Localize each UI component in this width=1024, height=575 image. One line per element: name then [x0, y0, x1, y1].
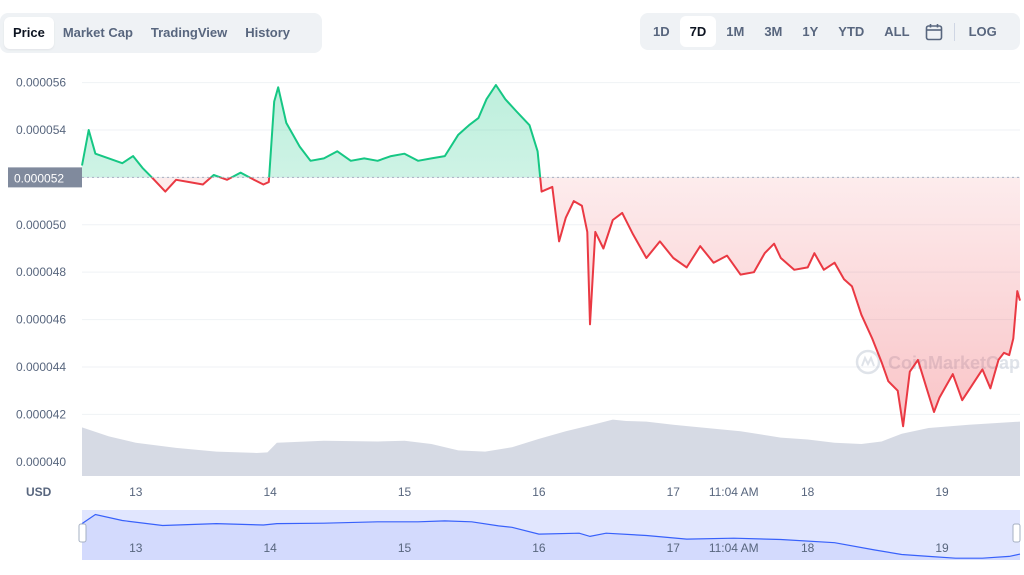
- navigator-tick-label: 16: [532, 541, 546, 555]
- price-line-down: [150, 177, 1021, 428]
- price-area-below-baseline: [151, 177, 1020, 427]
- navigator-tick-label: 18: [801, 541, 815, 555]
- y-tick-label: 0.000056: [16, 76, 66, 90]
- x-axis: 13 14 15 16 17 11:04 AM 18 19: [129, 485, 949, 499]
- range-navigator: 13 14 15 16 17 11:04 AM 18 19: [78, 510, 1021, 560]
- navigator-right-handle[interactable]: [1012, 523, 1021, 543]
- log-scale-toggle[interactable]: LOG: [968, 24, 997, 39]
- x-tick-label: 15: [398, 485, 412, 499]
- chart-type-tabs: Price Market Cap TradingView History: [0, 13, 322, 53]
- range-7d[interactable]: 7D: [679, 16, 717, 47]
- navigator-left-handle[interactable]: [78, 523, 87, 543]
- x-tick-label: 11:04 AM: [709, 485, 759, 499]
- tab-history[interactable]: History: [245, 25, 291, 40]
- range-1m[interactable]: 1M: [726, 24, 745, 39]
- volume-area: [82, 419, 1020, 476]
- navigator-tick-label: 13: [129, 541, 143, 555]
- navigator-line: [81, 513, 1021, 559]
- x-tick-label: 13: [129, 485, 143, 499]
- range-1y[interactable]: 1Y: [802, 24, 819, 39]
- navigator-area: [82, 514, 1020, 560]
- navigator-tick-label: 15: [398, 541, 412, 555]
- x-tick-label: 18: [801, 485, 815, 499]
- unit-label: USD: [26, 485, 52, 499]
- baseline-tag-label: 0.000052: [14, 171, 64, 185]
- baseline-tag-box: [8, 167, 82, 188]
- y-tick-label: 0.000042: [16, 407, 66, 421]
- range-3m[interactable]: 3M: [764, 24, 783, 39]
- navigator-tick-label: 17: [667, 541, 681, 555]
- range-divider: [953, 22, 955, 41]
- time-range-selector: 1D 7D 1M 3M 1Y YTD ALL LOG: [640, 13, 1020, 50]
- x-tick-label: 17: [667, 485, 681, 499]
- y-tick-label: 0.000054: [16, 123, 66, 137]
- range-1d[interactable]: 1D: [653, 24, 670, 39]
- x-tick-label: 14: [263, 485, 277, 499]
- y-tick-label: 0.000040: [16, 455, 66, 469]
- tab-market-cap[interactable]: Market Cap: [62, 25, 133, 40]
- y-tick-label: 0.000046: [16, 313, 66, 327]
- range-all[interactable]: ALL: [884, 24, 910, 39]
- navigator-tick-label: 19: [935, 541, 949, 555]
- x-tick-label: 19: [935, 485, 949, 499]
- calendar-icon[interactable]: [920, 16, 948, 47]
- y-tick-label: 0.000048: [16, 265, 66, 279]
- navigator-tick-label: 14: [263, 541, 277, 555]
- y-tick-label: 0.000044: [16, 360, 66, 374]
- navigator-tick-label: 11:04 AM: [709, 541, 759, 555]
- volume-area-shape: [82, 419, 1020, 476]
- x-tick-label: 16: [532, 485, 546, 499]
- y-axis: 0.000040 0.000042 0.000044 0.000046 0.000048…: [16, 76, 66, 469]
- baseline-price-tag: 0.000052: [8, 167, 82, 188]
- tab-tradingview[interactable]: TradingView: [150, 25, 228, 40]
- range-ytd[interactable]: YTD: [838, 24, 865, 39]
- grid-lines: [82, 82, 1020, 463]
- y-tick-label: 0.000050: [16, 218, 66, 232]
- tab-price[interactable]: Price: [4, 17, 54, 49]
